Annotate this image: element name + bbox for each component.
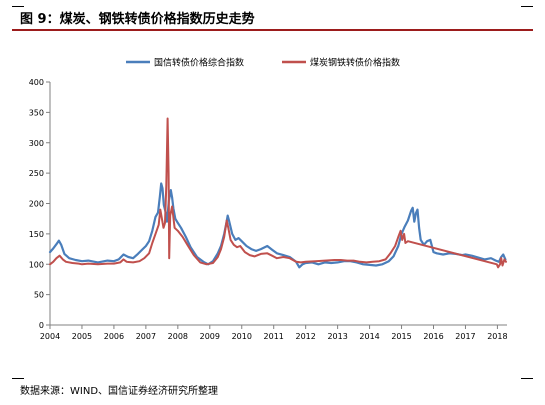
x-tick-label: 2007 (136, 332, 156, 341)
x-tick-label: 2004 (40, 332, 60, 341)
x-tick-label: 2005 (72, 332, 92, 341)
x-tick-label: 2017 (455, 332, 475, 341)
y-tick-label: 0 (39, 321, 44, 330)
corner-mark-top-right (521, 6, 533, 7)
x-tick-label: 2009 (200, 332, 220, 341)
series-line-1 (48, 182, 507, 269)
x-tick-label: 2016 (423, 332, 443, 341)
x-tick-label: 2015 (391, 332, 411, 341)
corner-mark-bottom-right (521, 378, 533, 379)
y-tick-label: 300 (29, 139, 44, 148)
corner-mark-bottom-left (12, 378, 24, 379)
y-tick-label: 250 (29, 169, 44, 178)
corner-mark-top-left (12, 6, 24, 7)
series-line-2 (49, 117, 507, 269)
legend-label-2: 煤炭钢铁转债价格指数 (310, 57, 400, 69)
x-tick-label: 2010 (232, 332, 252, 341)
x-tick-label: 2011 (264, 332, 284, 341)
legend-label-1: 国信转债价格综合指数 (154, 57, 244, 69)
x-tick-label: 2018 (487, 332, 507, 341)
x-tick-label: 2013 (327, 332, 347, 341)
y-tick-label: 200 (29, 200, 44, 209)
y-tick-label: 350 (29, 108, 44, 117)
title-underline (12, 29, 533, 31)
y-tick-label: 400 (29, 78, 44, 87)
y-tick-label: 100 (29, 260, 44, 269)
x-tick-label: 2006 (104, 332, 124, 341)
figure-title: 图 9：煤炭、钢铁转债价格指数历史走势 (20, 12, 255, 27)
y-tick-label: 150 (29, 230, 44, 239)
source-note: 数据来源：WIND、国信证券经济研究所整理 (20, 386, 219, 397)
x-tick-label: 2012 (295, 332, 315, 341)
x-tick-label: 2008 (168, 332, 188, 341)
x-tick-label: 2014 (359, 332, 379, 341)
y-tick-label: 50 (34, 291, 44, 300)
